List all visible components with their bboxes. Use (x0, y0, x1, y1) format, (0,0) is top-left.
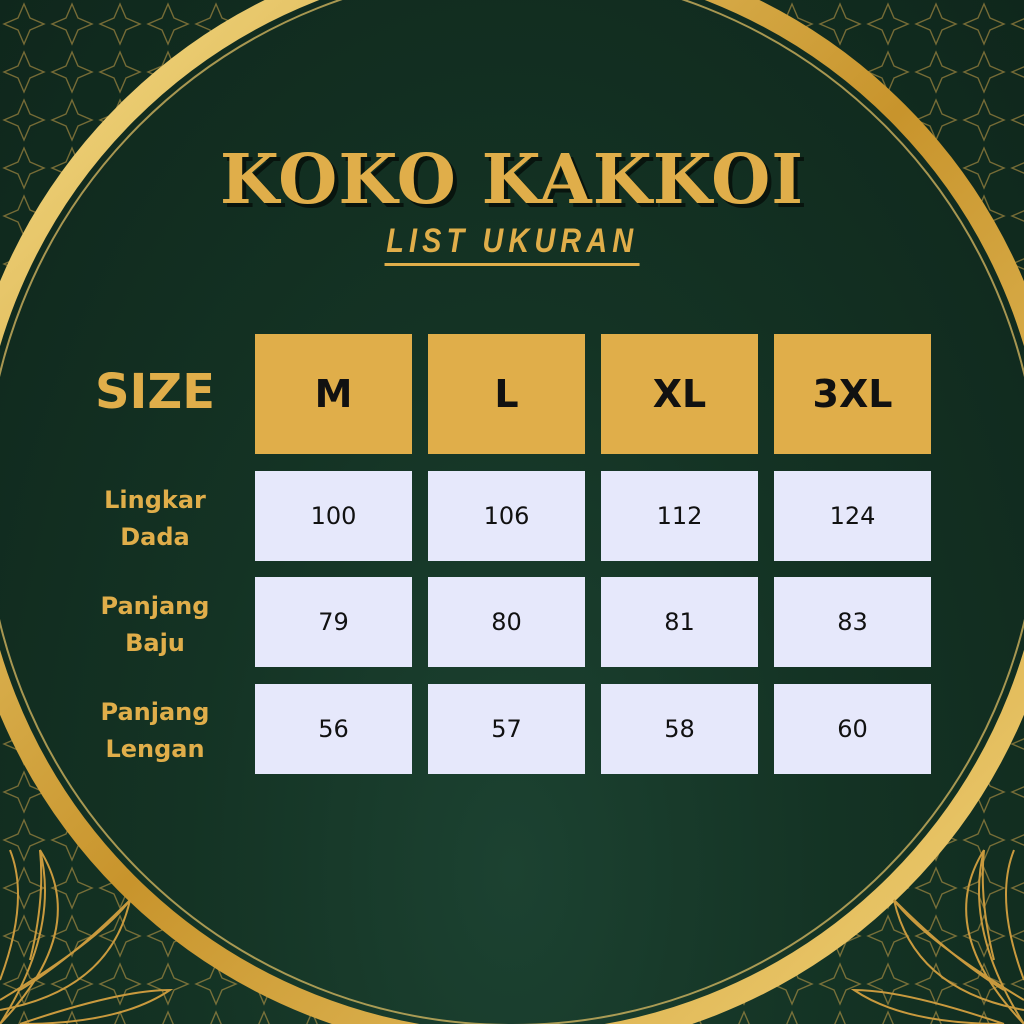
table-cell: 58 (601, 684, 758, 774)
row-label-panjang-lengan: Panjang Lengan (100, 698, 210, 763)
table-cell: 80 (428, 577, 585, 667)
row-label-panjang-baju: Panjang Baju (100, 592, 210, 657)
lotus-ornament-right (850, 849, 1024, 1024)
table-cell: 81 (601, 577, 758, 667)
table-cell: 57 (428, 684, 585, 774)
row-label-lingkar-dada: Lingkar Dada (104, 486, 206, 551)
lotus-ornament-left (0, 849, 174, 1024)
table-cell: 79 (255, 577, 412, 667)
size-header-3xl: 3XL (774, 334, 931, 454)
subtitle: LIST UKURAN (0, 222, 1024, 266)
table-cell: 100 (255, 471, 412, 561)
table-cell: 60 (774, 684, 931, 774)
size-label: SIZE (94, 364, 216, 420)
page-title: KOKO KAKKOI (219, 140, 805, 220)
table-cell: 83 (774, 577, 931, 667)
table-cell: 124 (774, 471, 931, 561)
size-header-l: L (428, 334, 585, 454)
size-header-m: M (255, 334, 412, 454)
size-header-xl: XL (601, 334, 758, 454)
table-cell: 106 (428, 471, 585, 561)
table-cell: 112 (601, 471, 758, 561)
table-cell: 56 (255, 684, 412, 774)
